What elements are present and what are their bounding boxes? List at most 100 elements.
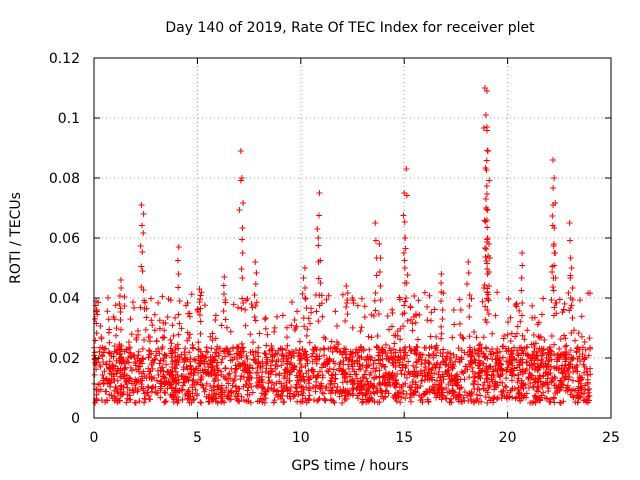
data-point — [278, 395, 285, 402]
data-point — [344, 311, 351, 317]
data-point — [170, 375, 177, 382]
data-point — [447, 399, 454, 406]
data-point — [190, 366, 197, 373]
data-point — [482, 196, 489, 202]
data-point — [569, 377, 576, 384]
data-point — [208, 345, 215, 352]
data-point — [542, 394, 549, 401]
data-point — [147, 295, 154, 302]
data-point — [565, 369, 572, 376]
data-point — [167, 381, 174, 388]
data-point — [208, 368, 215, 375]
data-point — [550, 287, 557, 294]
data-point — [114, 368, 121, 375]
data-point — [390, 359, 397, 366]
data-point — [291, 316, 298, 323]
data-point — [530, 331, 537, 338]
data-point — [351, 368, 358, 375]
data-point — [184, 337, 191, 344]
data-point — [264, 331, 271, 338]
data-point — [412, 319, 419, 326]
data-point — [357, 328, 364, 335]
data-point — [421, 344, 428, 351]
data-point — [373, 374, 380, 381]
data-point — [92, 316, 99, 322]
data-point — [403, 280, 410, 286]
data-point — [186, 331, 193, 338]
data-point — [389, 355, 396, 362]
data-point — [571, 327, 578, 334]
data-point — [332, 375, 339, 382]
data-point — [482, 254, 489, 260]
data-point — [421, 289, 428, 296]
data-point — [494, 345, 501, 352]
data-point — [92, 337, 99, 344]
data-point — [390, 394, 397, 401]
data-point — [501, 332, 508, 339]
data-point — [111, 342, 118, 349]
data-point — [469, 364, 476, 371]
data-point — [128, 331, 135, 338]
data-point — [261, 399, 268, 406]
data-point — [456, 359, 463, 366]
data-point — [314, 398, 321, 405]
data-point — [213, 362, 220, 369]
data-point — [358, 295, 365, 302]
data-point — [343, 300, 350, 307]
data-point — [231, 354, 238, 361]
data-point — [456, 392, 463, 399]
data-point — [477, 341, 484, 348]
data-point — [485, 241, 492, 247]
data-point — [475, 370, 482, 377]
data-point — [561, 350, 568, 357]
data-point — [273, 380, 280, 387]
data-point — [340, 358, 347, 365]
data-point — [183, 376, 190, 383]
data-point — [470, 328, 477, 335]
data-point — [552, 275, 559, 281]
data-point — [196, 286, 203, 292]
data-point — [493, 356, 500, 363]
data-point — [209, 330, 216, 337]
data-point — [198, 289, 205, 296]
data-point — [191, 356, 198, 363]
data-point — [206, 398, 213, 405]
data-point — [362, 392, 369, 399]
data-point — [172, 368, 179, 375]
data-point — [219, 356, 226, 363]
data-point — [333, 339, 340, 346]
data-point — [216, 345, 223, 352]
data-point — [313, 308, 320, 315]
data-point — [442, 369, 449, 376]
data-point — [483, 167, 490, 173]
data-point — [552, 390, 559, 397]
data-point — [550, 185, 557, 191]
data-point — [577, 386, 584, 393]
data-point — [184, 299, 191, 306]
data-point — [266, 377, 273, 384]
data-point — [484, 368, 491, 375]
data-point — [410, 390, 417, 397]
data-point — [438, 280, 445, 286]
data-point — [315, 396, 322, 403]
x-axis-label: GPS time / hours — [291, 458, 408, 474]
data-point — [109, 362, 116, 369]
data-point — [249, 304, 256, 311]
data-point — [355, 395, 362, 402]
data-point — [258, 390, 265, 397]
data-point — [584, 372, 591, 379]
data-point — [175, 271, 182, 277]
data-point — [569, 315, 576, 321]
data-point — [139, 377, 146, 384]
data-point — [484, 307, 491, 313]
data-point — [174, 393, 181, 400]
data-point — [366, 371, 373, 378]
data-point — [278, 388, 285, 395]
data-point — [486, 383, 493, 390]
data-point — [456, 385, 463, 392]
data-point — [517, 358, 524, 365]
data-point — [433, 344, 440, 351]
data-point — [397, 353, 404, 360]
data-point — [342, 318, 349, 324]
chart-title: Day 140 of 2019, Rate Of TEC Index for r… — [165, 20, 535, 36]
